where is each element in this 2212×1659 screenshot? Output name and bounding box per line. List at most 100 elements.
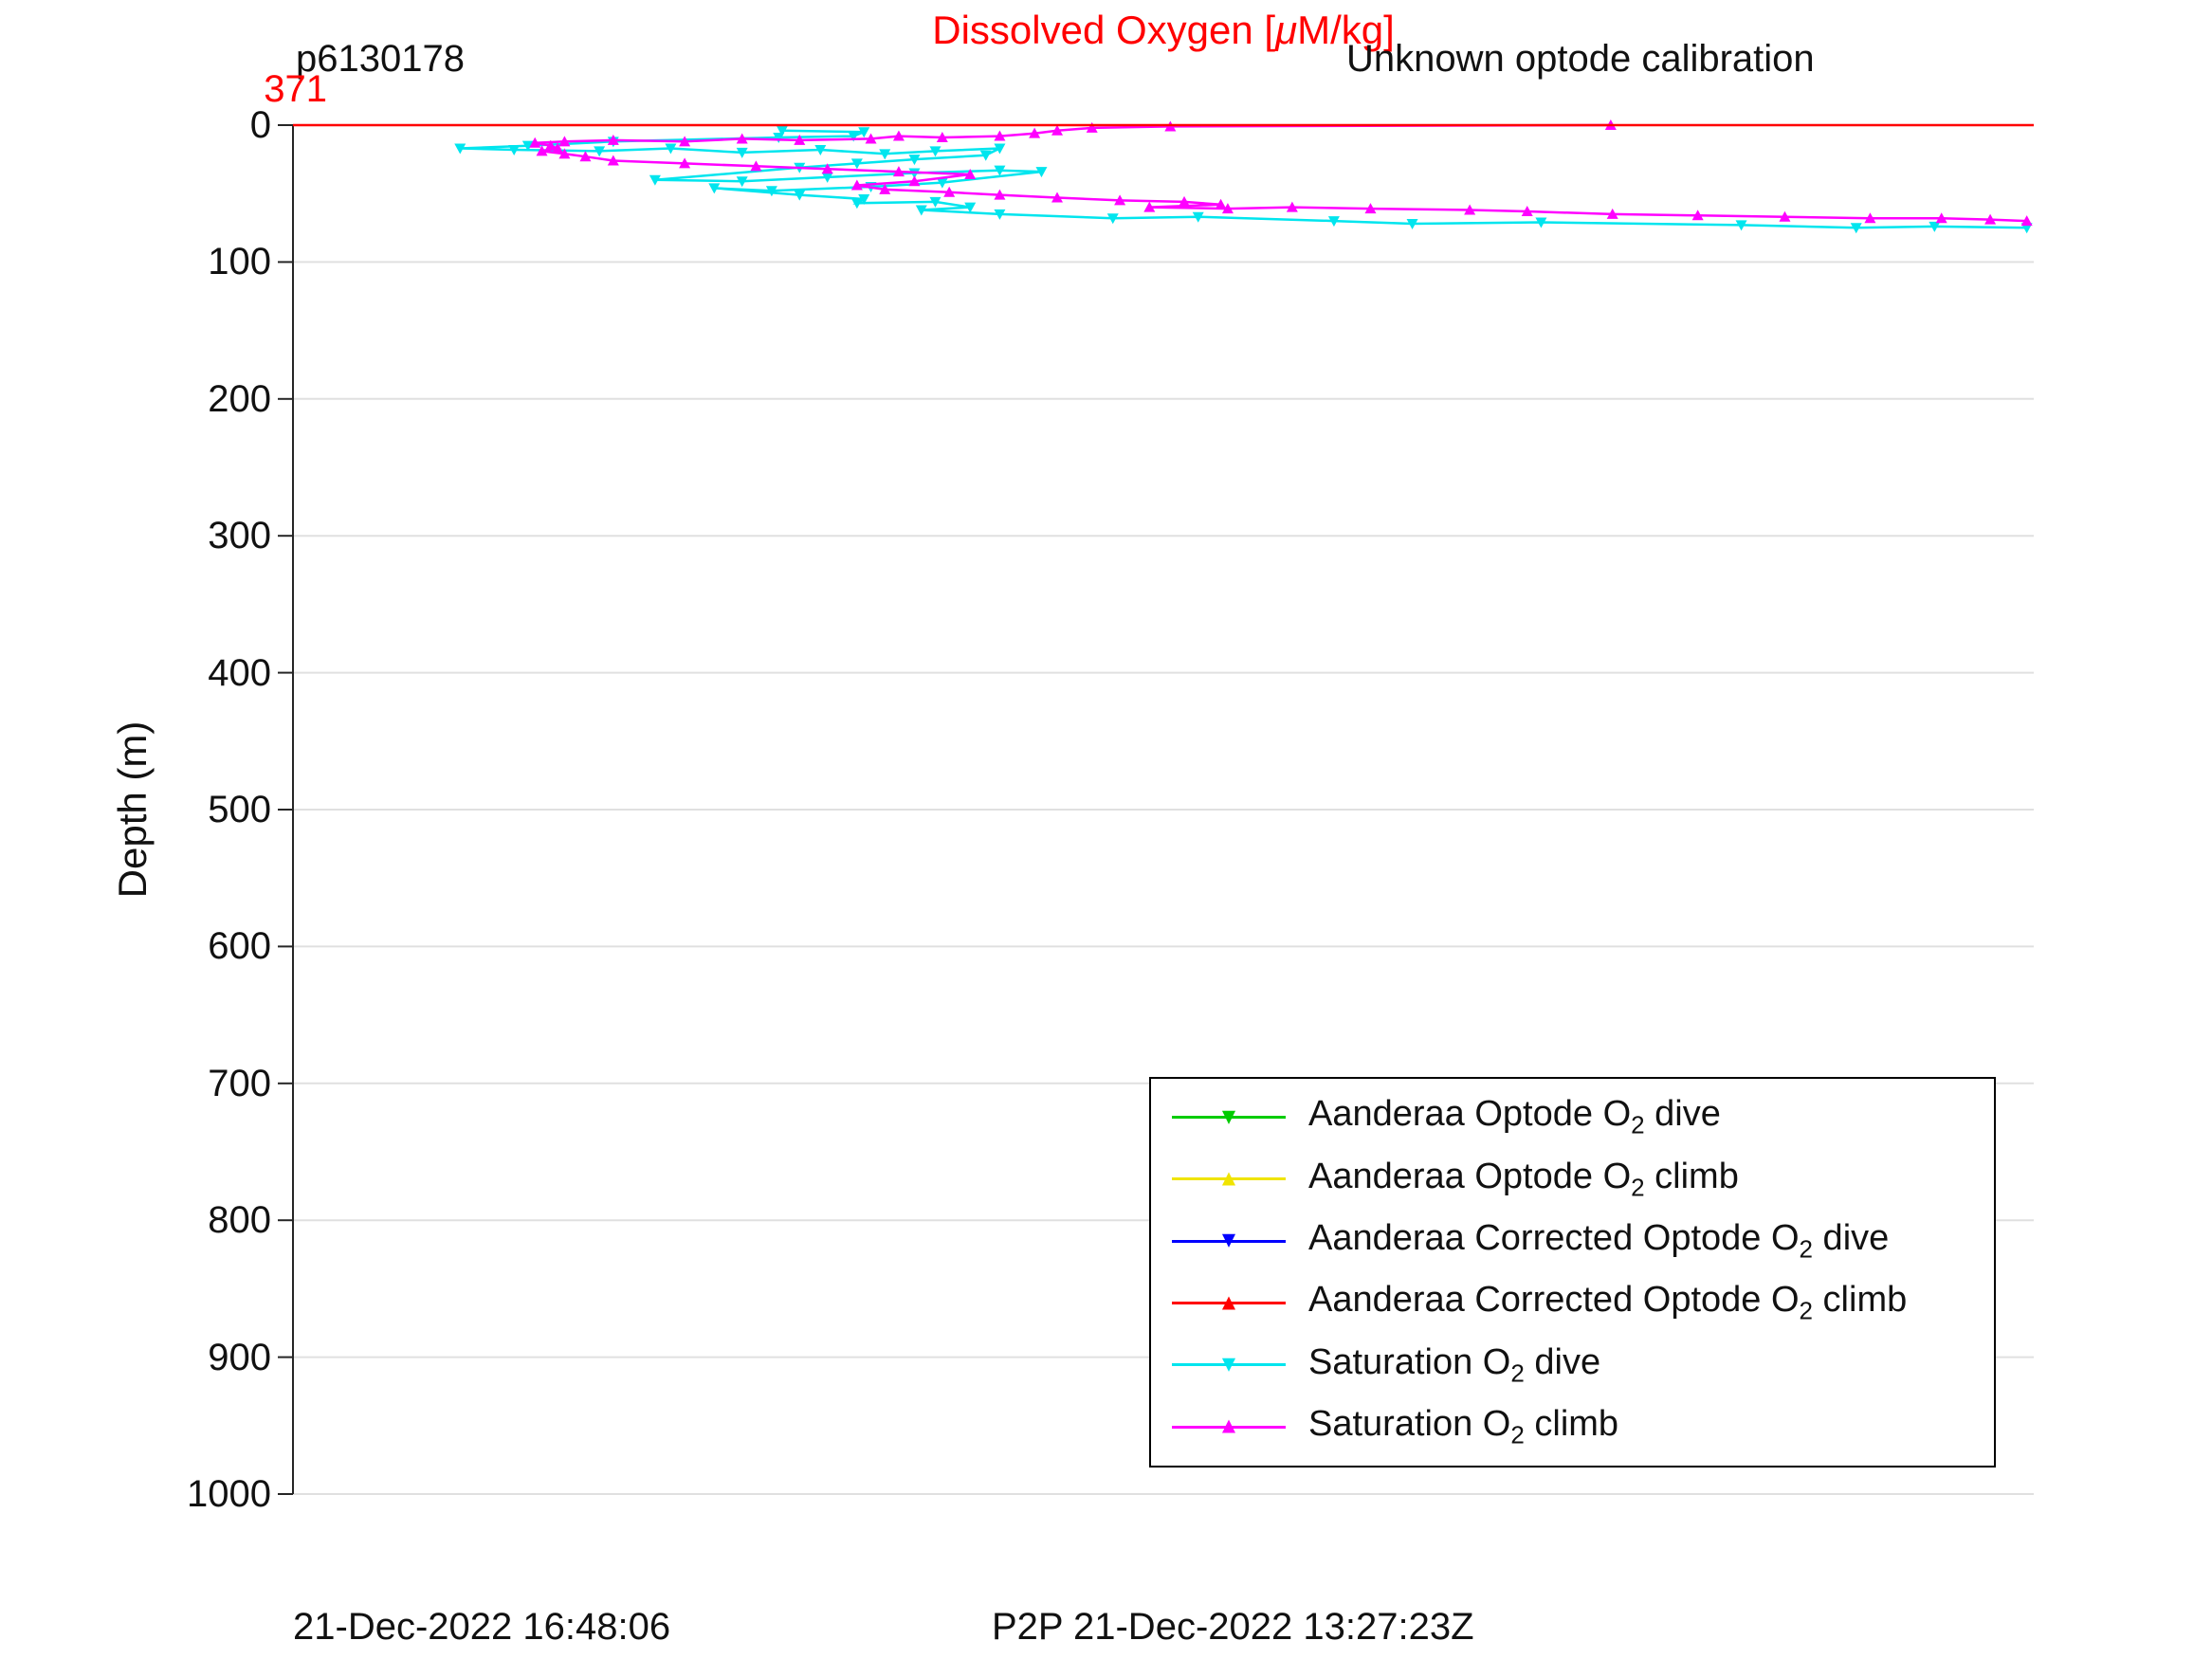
legend-row: ▲ Aanderaa Optode O2 climb: [1151, 1157, 1994, 1203]
legend-label: Aanderaa Optode O2 climb: [1308, 1156, 1739, 1202]
marker-triangle-up-icon: [1215, 198, 1227, 210]
legend-triangle-down-icon: ▼: [1217, 1103, 1240, 1129]
marker-triangle-down-icon: [979, 150, 992, 161]
surface-oxygen-annotation: 371: [264, 68, 327, 110]
legend-line-sample: ▲: [1172, 1414, 1286, 1437]
y-tick-label: 400: [208, 651, 271, 694]
marker-triangle-up-icon: [2020, 215, 2033, 227]
marker-triangle-down-icon: [929, 146, 941, 157]
marker-triangle-down-icon: [594, 146, 606, 157]
marker-triangle-down-icon: [1535, 217, 1547, 228]
legend-row: ▼ Aanderaa Corrected Optode O2 dive: [1151, 1218, 1994, 1265]
marker-triangle-down-icon: [821, 172, 833, 183]
legend-row: ▼ Saturation O2 dive: [1151, 1342, 1994, 1389]
legend-line-sample: ▼: [1172, 1104, 1286, 1127]
marker-triangle-down-icon: [908, 168, 921, 179]
marker-triangle-up-icon: [1464, 204, 1476, 215]
marker-triangle-up-icon: [529, 137, 541, 148]
legend-line-sample: ▲: [1172, 1167, 1286, 1190]
marker-triangle-down-icon: [1850, 223, 1862, 234]
marker-triangle-down-icon: [814, 144, 827, 155]
legend-label: Aanderaa Corrected Optode O2 dive: [1308, 1218, 1890, 1264]
legend-triangle-up-icon: ▲: [1217, 1288, 1240, 1315]
marker-triangle-up-icon: [821, 163, 833, 174]
marker-triangle-up-icon: [1286, 201, 1298, 212]
marker-triangle-down-icon: [879, 149, 891, 160]
marker-triangle-down-icon: [521, 140, 534, 152]
marker-triangle-down-icon: [929, 196, 941, 208]
legend-triangle-up-icon: ▲: [1217, 1413, 1240, 1439]
marker-triangle-up-icon: [892, 130, 905, 141]
y-tick-label: 500: [208, 789, 271, 830]
marker-triangle-up-icon: [1779, 210, 1791, 222]
marker-triangle-down-icon: [1327, 216, 1340, 228]
calibration-note: Unknown optode calibration: [1346, 38, 1815, 80]
marker-triangle-down-icon: [1035, 167, 1048, 178]
marker-triangle-up-icon: [943, 186, 956, 197]
legend: ▼ Aanderaa Optode O2 dive ▲ Aanderaa Optode…: [1149, 1077, 1996, 1468]
marker-triangle-up-icon: [1114, 194, 1126, 206]
marker-triangle-up-icon: [750, 160, 762, 172]
y-tick-label: 300: [208, 515, 271, 557]
marker-triangle-up-icon: [1086, 121, 1098, 133]
marker-triangle-up-icon: [1364, 203, 1377, 214]
marker-triangle-up-icon: [892, 166, 905, 177]
footer-timestamp-right: P2P 21-Dec-2022 13:27:23Z: [992, 1606, 1474, 1648]
chart-title: Dissolved Oxygen [μM/kg]: [293, 8, 2034, 53]
y-tick-label: 800: [208, 1199, 271, 1242]
marker-triangle-up-icon: [1864, 212, 1876, 224]
marker-triangle-down-icon: [665, 143, 677, 155]
marker-triangle-up-icon: [1521, 205, 1533, 216]
marker-triangle-up-icon: [544, 139, 557, 151]
legend-row: ▲ Saturation O2 climb: [1151, 1404, 1994, 1450]
marker-triangle-up-icon: [908, 175, 921, 187]
marker-triangle-down-icon: [915, 205, 927, 216]
marker-triangle-up-icon: [1935, 212, 1947, 224]
legend-label: Aanderaa Optode O2 dive: [1308, 1094, 1721, 1139]
marker-triangle-up-icon: [865, 133, 877, 144]
marker-triangle-up-icon: [536, 145, 548, 156]
marker-triangle-up-icon: [679, 136, 691, 147]
marker-triangle-down-icon: [908, 155, 921, 166]
marker-triangle-down-icon: [1192, 211, 1204, 223]
marker-triangle-up-icon: [794, 134, 806, 145]
mu-symbol: μ: [1275, 8, 1298, 52]
marker-triangle-up-icon: [1984, 213, 1997, 225]
legend-triangle-down-icon: ▼: [1217, 1227, 1240, 1253]
marker-triangle-up-icon: [1179, 195, 1191, 207]
legend-triangle-down-icon: ▼: [1217, 1351, 1240, 1377]
marker-triangle-down-icon: [649, 174, 661, 186]
marker-triangle-up-icon: [1051, 191, 1064, 203]
marker-triangle-down-icon: [964, 202, 977, 213]
y-tick-label: 200: [208, 377, 271, 420]
marker-triangle-up-icon: [736, 133, 748, 144]
platform-id: p6130178: [296, 38, 465, 80]
marker-triangle-up-icon: [850, 179, 863, 191]
marker-triangle-up-icon: [936, 131, 948, 142]
y-tick-label: 600: [208, 925, 271, 968]
legend-line-sample: ▼: [1172, 1229, 1286, 1251]
marker-triangle-down-icon: [936, 177, 948, 189]
marker-triangle-down-icon: [1406, 218, 1418, 229]
marker-triangle-down-icon: [850, 198, 863, 210]
marker-triangle-up-icon: [558, 136, 571, 147]
y-tick-label: 1000: [187, 1473, 271, 1515]
marker-triangle-up-icon: [1606, 208, 1618, 219]
marker-triangle-up-icon: [994, 189, 1006, 200]
marker-triangle-up-icon: [552, 142, 564, 154]
series-line-saturation-o2-climb: [534, 123, 2027, 223]
marker-triangle-down-icon: [850, 158, 863, 170]
marker-triangle-down-icon: [848, 131, 860, 142]
footer-timestamp-left: 21-Dec-2022 16:48:06: [293, 1606, 671, 1648]
legend-line-sample: ▼: [1172, 1353, 1286, 1376]
marker-triangle-down-icon: [994, 143, 1006, 155]
y-tick-label: 700: [208, 1062, 271, 1104]
marker-triangle-up-icon: [964, 168, 977, 179]
marker-triangle-up-icon: [679, 157, 691, 169]
legend-triangle-up-icon: ▲: [1217, 1165, 1240, 1192]
legend-label: Saturation O2 dive: [1308, 1341, 1601, 1388]
marker-triangle-down-icon: [508, 144, 521, 155]
legend-row: ▲ Aanderaa Corrected Optode O2 climb: [1151, 1280, 1994, 1326]
legend-label: Aanderaa Corrected Optode O2 climb: [1308, 1280, 1908, 1325]
marker-triangle-up-icon: [607, 155, 619, 166]
